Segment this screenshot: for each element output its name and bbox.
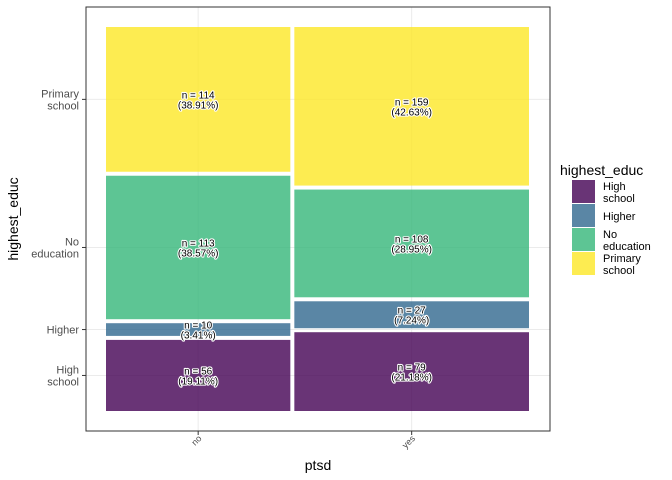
legend-label-no-education-1: education [603, 241, 651, 253]
legend-key-no-education [572, 228, 595, 251]
cell-label-pct-no-primary-school: (38.91%) [178, 100, 219, 111]
cell-label-pct-no-high-school: (19.11%) [178, 376, 218, 387]
legend-label-high-school-1: school [603, 193, 635, 205]
mosaic-tile-yes-no-education [294, 189, 529, 298]
x-tick-label-yes: yes [400, 433, 417, 450]
legend-key-primary-school [572, 252, 595, 275]
y-tick-label-primary-school-1: school [47, 100, 79, 112]
cell-label-count-no-higher: n = 10 [184, 321, 213, 332]
legend-label-no-education-0: No [603, 229, 617, 241]
mosaic-tile-no-higher [106, 323, 291, 336]
legend-label-primary-school-0: Primary [603, 253, 641, 265]
y-tick-label-higher-0: Higher [47, 325, 80, 337]
cell-label-count-no-high-school: n = 56 [184, 366, 213, 377]
cell-label-count-no-primary-school: n = 114 [182, 90, 215, 101]
legend-title: highest_educ [560, 162, 643, 178]
cell-label-pct-yes-high-school: (21.18%) [391, 373, 432, 384]
y-axis-title: highest_educ [5, 177, 21, 260]
x-tick-label-no: no [189, 433, 203, 447]
y-tick-label-primary-school-0: Primary [41, 88, 79, 100]
cell-label-count-yes-primary-school: n = 159 [395, 97, 429, 108]
panel-border [85, 6, 551, 432]
y-tick-label-no-education-1: education [31, 248, 79, 260]
cell-label-count-yes-higher: n = 27 [398, 306, 427, 317]
mosaic-tile-yes-higher [294, 301, 529, 329]
cell-label-pct-yes-higher: (7.24%) [394, 316, 429, 327]
mosaic-tile-no-primary-school [106, 27, 291, 172]
cell-label-count-no-no-education: n = 113 [182, 238, 215, 249]
legend-key-high-school [572, 180, 595, 203]
legend-label-higher-0: Higher [603, 211, 636, 223]
cell-label-pct-yes-no-education: (28.95%) [391, 244, 432, 255]
legend-label-high-school-0: High [603, 181, 626, 193]
mosaic-tile-no-no-education [106, 175, 291, 320]
cell-label-count-yes-no-education: n = 108 [395, 234, 429, 245]
x-axis-title: ptsd [305, 457, 331, 473]
cell-label-pct-no-no-education: (38.57%) [178, 248, 219, 259]
legend-label-primary-school-1: school [603, 265, 635, 277]
y-tick-label-high-school-1: school [47, 376, 79, 388]
mosaic-tile-yes-primary-school [294, 27, 529, 186]
cell-label-pct-no-higher: (3.41%) [181, 331, 216, 342]
cell-label-pct-yes-primary-school: (42.63%) [391, 107, 432, 118]
mosaic-tile-no-high-school [106, 339, 291, 411]
cell-label-count-yes-high-school: n = 79 [398, 363, 427, 374]
y-tick-label-no-education-0: No [65, 236, 79, 248]
mosaic-tile-yes-high-school [294, 332, 529, 411]
y-tick-label-high-school-0: High [56, 364, 79, 376]
legend-key-higher [572, 204, 595, 227]
